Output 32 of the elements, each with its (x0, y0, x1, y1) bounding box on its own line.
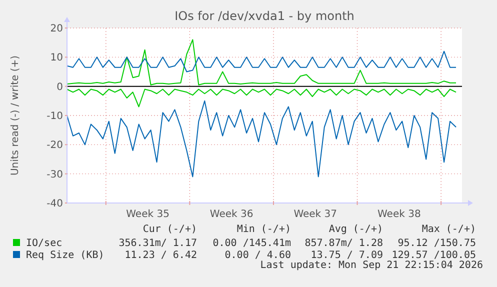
x-tick-label: Week 35 (126, 209, 170, 220)
y-tick-label: 0 (56, 82, 63, 93)
text: Last update: Mon Sep 21 22:15:04 2026 (260, 260, 483, 271)
line-series (66, 88, 457, 108)
y-tick-label: -30 (46, 169, 63, 180)
chart-title: IOs for /dev/xvda1 - by month (174, 9, 354, 23)
line-series (66, 39, 457, 86)
text: Cur (-/+) (142, 224, 197, 235)
x-tick-label: Week 36 (210, 209, 254, 220)
legend-label: Req Size (KB) (26, 250, 104, 261)
y-tick-label: 20 (50, 24, 63, 34)
text: 95.12 /150.75 (398, 238, 476, 249)
y-tick-label: 10 (50, 52, 63, 64)
text: Avg (-/+) (328, 224, 383, 235)
y-tick-label: -20 (46, 140, 63, 152)
line-series (66, 50, 457, 72)
y-tick-label: -40 (46, 198, 63, 210)
text: 0.00 /145.41m (212, 238, 291, 249)
legend-label: IO/sec (26, 238, 62, 249)
y-tick-label: -10 (46, 111, 63, 122)
text: 0.00 / 4.60 (224, 250, 291, 261)
x-tick-label: Week 38 (378, 209, 421, 220)
y-axis-title: Units read (-) / write (+) (10, 55, 21, 176)
text: 13.75 / 7.09 (310, 250, 383, 261)
line-series (66, 100, 457, 178)
text: 857.87m/ 1.28 (304, 238, 383, 249)
text: 11.23 / 6.42 (124, 250, 197, 261)
x-tick-label: Week 37 (294, 209, 338, 220)
text: Min (-/+) (236, 224, 291, 235)
text: Max (-/+) (422, 224, 476, 235)
text: 356.31m/ 1.17 (118, 238, 197, 249)
text: 129.57 /100.05 (392, 250, 476, 261)
